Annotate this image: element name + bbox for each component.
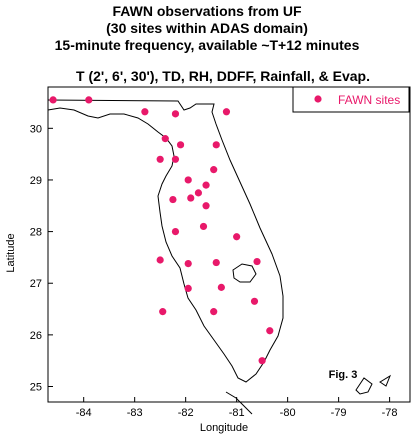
fawn-site-point: [250, 297, 259, 305]
x-axis-label: Longitude: [200, 422, 248, 434]
legend-entry-fawn-sites: FAWN sites: [338, 93, 400, 107]
fawn-site-point: [171, 227, 180, 236]
fawn-site-point: [141, 108, 149, 116]
fawn-site-point: [184, 176, 192, 184]
y-tick-label: 30: [30, 123, 42, 135]
fawn-site-point: [199, 222, 208, 231]
fawn-site-point: [171, 155, 180, 163]
fawn-site-point: [222, 108, 231, 116]
fawn-site-point: [171, 110, 180, 118]
fawn-site-point: [212, 141, 220, 149]
chart-subtitle: T (2', 6', 30'), TD, RH, DDFF, Rainfall,…: [76, 68, 370, 84]
y-tick-label: 29: [30, 175, 42, 187]
fawn-site-point: [169, 195, 177, 204]
y-axis: 25 26 27 28 29 30: [30, 123, 53, 394]
x-tick-label: -80: [280, 407, 296, 419]
y-tick-label: 27: [30, 278, 42, 290]
fawn-site-point: [210, 308, 218, 316]
fawn-site-point: [258, 357, 266, 365]
plot-area-frame: [47, 86, 411, 403]
fawn-site-point: [217, 283, 225, 291]
fawn-site-point: [266, 327, 274, 335]
fawn-site-point: [159, 308, 167, 316]
fawn-site-point: [253, 257, 261, 266]
legend: FAWN sites: [292, 86, 410, 113]
figure-annotation: Fig. 3: [329, 369, 358, 381]
fawn-site-point: [202, 181, 210, 189]
x-tick-label: -83: [127, 407, 143, 419]
y-tick-label: 28: [30, 227, 42, 239]
fawn-site-point: [233, 233, 241, 241]
fawn-site-point: [184, 260, 192, 268]
fawn-site-point: [85, 96, 93, 104]
fawn-site-point: [49, 96, 57, 104]
fawn-site-point: [202, 202, 210, 210]
x-tick-label: -82: [178, 407, 194, 419]
y-axis-label: Latitude: [5, 233, 17, 272]
fawn-site-point: [176, 141, 185, 149]
x-tick-label: -78: [382, 407, 398, 419]
fawn-sites-series: [49, 96, 274, 365]
x-axis: -84 -83 -82 -81 -80 -79 -78: [76, 397, 398, 419]
legend-marker: [314, 95, 322, 103]
chart-title-line-2: (30 sites within ADAS domain): [106, 20, 308, 36]
fawn-site-point: [184, 284, 192, 292]
fawn-site-point: [210, 166, 218, 174]
fawn-site-point: [212, 258, 220, 267]
x-tick-label: -84: [76, 407, 92, 419]
fawn-site-point: [194, 189, 203, 197]
fawn-site-point: [187, 194, 195, 202]
y-tick-label: 25: [30, 382, 42, 394]
chart-title-line-3: 15-minute frequency, available ~T+12 min…: [55, 37, 360, 53]
x-tick-label: -81: [229, 407, 245, 419]
fawn-site-point: [156, 155, 164, 163]
fawn-site-point: [156, 256, 164, 264]
y-tick-label: 26: [30, 330, 42, 342]
fawn-site-point: [161, 135, 169, 143]
x-tick-label: -79: [331, 407, 347, 419]
legend-box: [292, 86, 410, 113]
chart-title-line-1: FAWN observations from UF: [112, 3, 301, 19]
